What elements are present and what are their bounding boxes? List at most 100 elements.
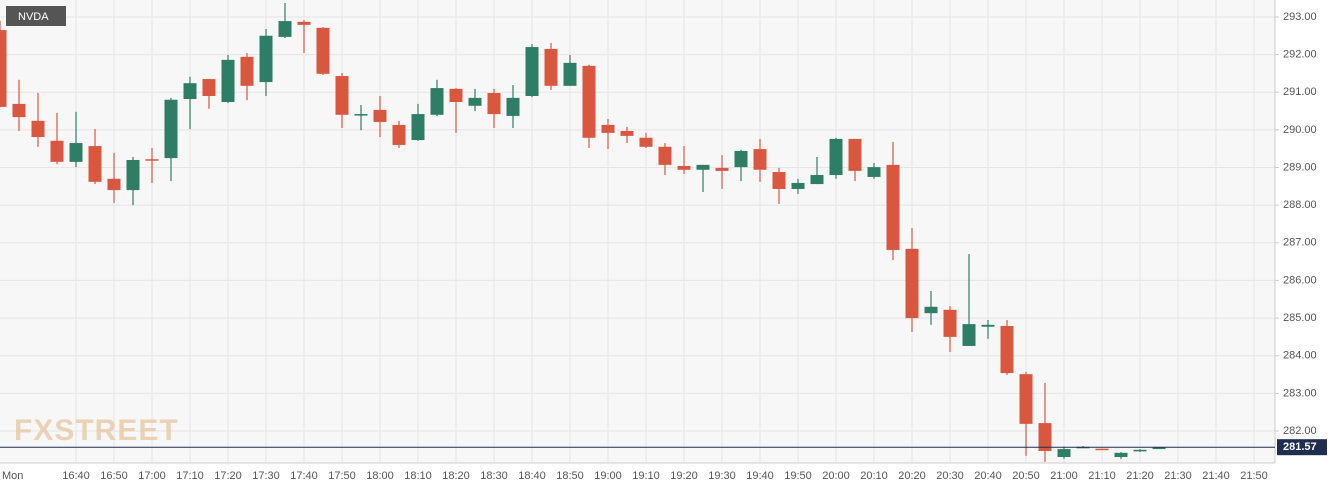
x-tick-label: 19:00 bbox=[594, 470, 622, 482]
last-price-box bbox=[1277, 439, 1327, 456]
candle-body bbox=[392, 124, 406, 145]
grid bbox=[0, 0, 1275, 463]
candle-body bbox=[240, 56, 254, 86]
candle-body bbox=[50, 140, 64, 162]
candle-body bbox=[430, 88, 444, 115]
candle-body bbox=[886, 164, 900, 250]
candle-body bbox=[924, 306, 938, 314]
candle-body bbox=[696, 164, 710, 170]
candle-body bbox=[734, 150, 748, 168]
candle-body bbox=[943, 309, 957, 337]
candle-body bbox=[772, 172, 786, 189]
candle-body bbox=[183, 83, 197, 99]
y-tick-label: 287.00 bbox=[1283, 237, 1317, 249]
x-tick-label: 18:40 bbox=[518, 470, 546, 482]
x-tick-label: 18:20 bbox=[442, 470, 470, 482]
candle-body bbox=[791, 182, 805, 189]
candle-body bbox=[582, 65, 596, 138]
candle-body bbox=[1114, 452, 1128, 457]
x-tick-label: 21:00 bbox=[1050, 470, 1078, 482]
last-price-label: 281.57 bbox=[1283, 441, 1317, 453]
candle-body bbox=[411, 114, 425, 141]
x-tick-label: 19:50 bbox=[784, 470, 812, 482]
x-tick-label: 17:20 bbox=[214, 470, 242, 482]
candle-body bbox=[620, 130, 634, 136]
candle-body bbox=[164, 99, 178, 159]
plot-area bbox=[0, 0, 1275, 463]
x-tick-label: 16:50 bbox=[100, 470, 128, 482]
axes: 282.00 283.00 284.00 285.00 286.00 287.00 288.… bbox=[0, 11, 1327, 482]
watermark: FXSTREET bbox=[14, 414, 179, 447]
x-tick-label: 16:40 bbox=[62, 470, 90, 482]
candle-body bbox=[297, 21, 311, 25]
x-tick-label: Mon bbox=[2, 470, 23, 482]
candle-body bbox=[126, 159, 140, 191]
x-tick-label: 18:30 bbox=[480, 470, 508, 482]
candle-body bbox=[867, 167, 881, 177]
candle-body bbox=[0, 30, 7, 107]
candle-body bbox=[107, 178, 121, 191]
x-tick-label: 21:40 bbox=[1202, 470, 1230, 482]
candle-body bbox=[221, 59, 235, 103]
candle-body bbox=[1095, 448, 1109, 451]
symbol-box bbox=[6, 6, 66, 26]
x-tick-label: 19:30 bbox=[708, 470, 736, 482]
candle-body bbox=[31, 120, 45, 138]
x-tick-label: 20:40 bbox=[974, 470, 1002, 482]
x-tick-label: 19:40 bbox=[746, 470, 774, 482]
candle-body bbox=[981, 324, 995, 327]
y-tick-label: 291.00 bbox=[1283, 86, 1317, 98]
y-tick-label: 283.00 bbox=[1283, 387, 1317, 399]
x-tick-label: 18:10 bbox=[404, 470, 432, 482]
symbol: NVDA bbox=[18, 11, 49, 23]
y-tick-label: 290.00 bbox=[1283, 124, 1317, 136]
candle-body bbox=[335, 76, 349, 115]
x-tick-label: 17:30 bbox=[252, 470, 280, 482]
candle-body bbox=[69, 143, 83, 162]
y-tick-label: 293.00 bbox=[1283, 11, 1317, 23]
candle-body bbox=[1038, 423, 1052, 451]
candle-body bbox=[1152, 447, 1166, 450]
candle-body bbox=[202, 79, 216, 96]
x-tick-label: 17:00 bbox=[138, 470, 166, 482]
candle-body bbox=[373, 109, 387, 122]
x-tick-label: 21:20 bbox=[1126, 470, 1154, 482]
candle-body bbox=[905, 248, 919, 319]
x-tick-label: 21:50 bbox=[1240, 470, 1268, 482]
x-tick-label: 21:10 bbox=[1088, 470, 1116, 482]
x-tick-label: 20:10 bbox=[860, 470, 888, 482]
y-tick-label: 284.00 bbox=[1283, 350, 1317, 362]
candle-body bbox=[962, 324, 976, 346]
candle-body bbox=[544, 48, 558, 86]
x-tick-label: 18:50 bbox=[556, 470, 584, 482]
candle-body bbox=[259, 35, 273, 83]
candle-body bbox=[278, 21, 292, 37]
candle-body bbox=[1000, 325, 1014, 374]
candle-body bbox=[753, 149, 767, 170]
candle-body bbox=[1133, 449, 1147, 452]
x-tick-label: 20:20 bbox=[898, 470, 926, 482]
candle-body bbox=[601, 124, 615, 133]
candles bbox=[0, 3, 1166, 462]
x-tick-label: 19:20 bbox=[670, 470, 698, 482]
x-tick-label: 17:50 bbox=[328, 470, 356, 482]
x-tick-label: 20:30 bbox=[936, 470, 964, 482]
x-tick-label: 17:10 bbox=[176, 470, 204, 482]
y-tick-label: 285.00 bbox=[1283, 312, 1317, 324]
candle-body bbox=[145, 159, 159, 161]
candle-body bbox=[468, 97, 482, 106]
candle-body bbox=[639, 137, 653, 147]
candle-body bbox=[1057, 449, 1071, 457]
y-tick-label: 292.00 bbox=[1283, 48, 1317, 60]
candle-body bbox=[316, 27, 330, 74]
candle-body bbox=[677, 166, 691, 170]
x-tick-label: 20:50 bbox=[1012, 470, 1040, 482]
x-tick-label: 19:10 bbox=[632, 470, 660, 482]
x-tick-label: 17:40 bbox=[290, 470, 318, 482]
candle-body bbox=[525, 47, 539, 96]
candle-body bbox=[829, 138, 843, 176]
y-tick-label: 286.00 bbox=[1283, 274, 1317, 286]
y-tick-label: 288.00 bbox=[1283, 199, 1317, 211]
candle-body bbox=[848, 138, 862, 171]
